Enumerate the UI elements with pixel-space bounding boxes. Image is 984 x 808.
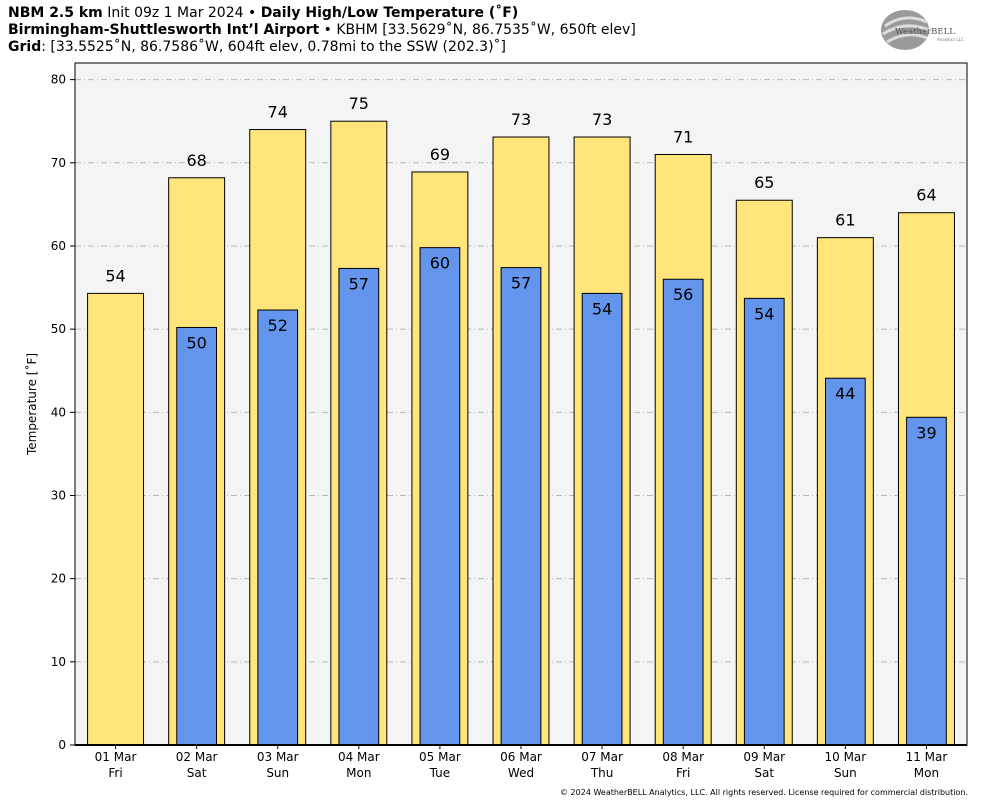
x-tick-day-label: Wed [508, 766, 534, 780]
low-temp-bar [500, 267, 542, 746]
x-tick-date-label: 02 Mar [176, 750, 218, 764]
header-line-3: Grid: [33.5525˚N, 86.7586˚W, 604ft elev,… [8, 39, 636, 56]
x-tick-day-label: Sun [266, 766, 289, 780]
low-temp-label: 50 [186, 333, 206, 352]
x-tick-day-label: Fri [108, 766, 122, 780]
station-name: Birmingham-Shuttlesworth Int’l Airport [8, 22, 320, 38]
y-tick-label: 70 [51, 156, 66, 170]
x-tick-date-label: 09 Mar [743, 750, 785, 764]
x-tick-day-label: Fri [676, 766, 690, 780]
x-tick-date-label: 07 Mar [581, 750, 623, 764]
x-tick-date-label: 03 Mar [257, 750, 299, 764]
y-tick-label: 80 [51, 73, 66, 87]
model-name: NBM 2.5 km [8, 5, 103, 21]
weatherbell-logo: WeatherBELL Analytics LLC [881, 10, 964, 50]
low-temp-label: 44 [835, 384, 855, 403]
low-temp-label: 56 [673, 285, 693, 304]
grid-coords: : [33.5525˚N, 86.7586˚W, 604ft elev, 0.7… [41, 39, 507, 55]
low-temp-label: 52 [268, 316, 288, 335]
high-temp-bar [87, 292, 145, 746]
x-tick-date-label: 11 Mar [906, 750, 948, 764]
low-temp-label: 60 [430, 254, 450, 273]
x-tick-day-label: Sun [834, 766, 857, 780]
y-tick-label: 0 [58, 738, 66, 752]
x-tick-date-label: 05 Mar [419, 750, 461, 764]
x-tick-day-label: Sat [754, 766, 774, 780]
low-temp-bar [257, 309, 299, 746]
low-temp-label: 54 [754, 304, 774, 323]
low-temp-bar [338, 267, 380, 746]
x-tick-date-label: 08 Mar [662, 750, 704, 764]
low-temp-bar [906, 416, 947, 746]
low-temp-bar [824, 377, 866, 746]
low-temp-bar [581, 292, 623, 746]
high-temp-label: 75 [349, 94, 369, 113]
high-temp-label: 68 [186, 151, 206, 170]
y-tick-label: 10 [51, 655, 66, 669]
high-temp-label: 71 [673, 127, 693, 146]
high-temp-label: 61 [835, 211, 855, 230]
y-tick-label: 30 [51, 488, 66, 502]
low-temp-label: 57 [349, 274, 369, 293]
chart-header: NBM 2.5 km Init 09z 1 Mar 2024 • Daily H… [8, 5, 636, 56]
x-tick-day-label: Sat [187, 766, 207, 780]
chart-title: Daily High/Low Temperature (˚F) [260, 5, 519, 21]
low-temp-label: 54 [592, 299, 612, 318]
high-temp-label: 73 [511, 110, 531, 129]
logo-text: WeatherBELL [895, 27, 955, 37]
low-temp-bar [176, 326, 218, 746]
high-temp-label: 69 [430, 145, 450, 164]
copyright-footer: © 2024 WeatherBELL Analytics, LLC. All r… [560, 788, 968, 797]
low-temp-bar [662, 278, 704, 746]
init-time: Init 09z 1 Mar 2024 • [102, 5, 261, 21]
x-tick-day-label: Tue [429, 766, 451, 780]
x-tick-day-label: Mon [914, 766, 939, 780]
y-tick-label: 40 [51, 405, 66, 419]
grid-label: Grid [8, 39, 42, 55]
high-temp-label: 65 [754, 173, 774, 192]
header-line-1: NBM 2.5 km Init 09z 1 Mar 2024 • Daily H… [8, 5, 636, 22]
x-tick-day-label: Thu [590, 766, 614, 780]
y-axis-label: Temperature [˚F] [24, 353, 39, 456]
y-tick-label: 60 [51, 239, 66, 253]
station-coords: • KBHM [33.5629˚N, 86.7535˚W, 650ft elev… [319, 22, 636, 38]
x-tick-date-label: 04 Mar [338, 750, 380, 764]
low-temp-bar [743, 297, 785, 746]
x-tick-date-label: 01 Mar [95, 750, 137, 764]
high-temp-label: 64 [916, 186, 936, 205]
high-temp-label: 54 [105, 266, 125, 285]
y-tick-label: 50 [51, 322, 66, 336]
y-tick-label: 20 [51, 572, 66, 586]
logo-subtext: Analytics LLC [937, 37, 964, 42]
x-tick-day-label: Mon [346, 766, 371, 780]
low-temp-bar [419, 247, 461, 746]
x-tick-date-label: 06 Mar [500, 750, 542, 764]
low-temp-label: 57 [511, 274, 531, 293]
high-temp-label: 74 [268, 103, 288, 122]
x-tick-date-label: 10 Mar [824, 750, 866, 764]
header-line-2: Birmingham-Shuttlesworth Int’l Airport •… [8, 22, 636, 39]
low-temp-label: 39 [916, 423, 936, 442]
high-temp-label: 73 [592, 110, 612, 129]
